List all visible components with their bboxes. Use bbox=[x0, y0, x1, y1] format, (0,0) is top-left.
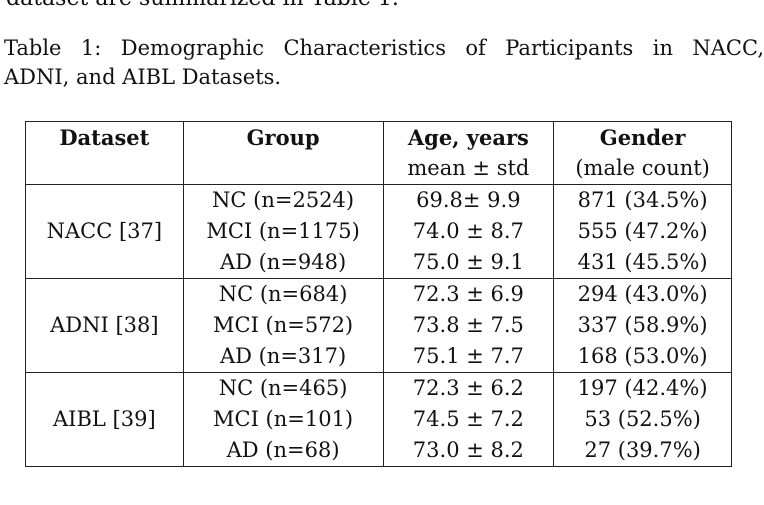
age-cell: 74.0 ± 8.7 bbox=[382, 216, 555, 247]
header-row: Dataset Group Age, years Gender bbox=[25, 121, 732, 153]
gender-cell: 197 (42.4%) bbox=[553, 372, 732, 404]
age-cell: 73.8 ± 7.5 bbox=[382, 310, 555, 341]
gender-cell: 53 (52.5%) bbox=[553, 404, 732, 435]
age-cell: 72.3 ± 6.9 bbox=[382, 278, 555, 310]
age-cell: 69.8± 9.9 bbox=[382, 184, 555, 216]
group-cell: AD (n=317) bbox=[182, 341, 384, 373]
group-cell: NC (n=684) bbox=[182, 278, 384, 310]
gender-cell: 168 (53.0%) bbox=[553, 341, 732, 373]
age-cell: 72.3 ± 6.2 bbox=[382, 372, 555, 404]
dataset-name: AIBL [39] bbox=[25, 372, 184, 467]
table-row: AD (n=317) 75.1 ± 7.7 168 (53.0%) bbox=[26, 341, 732, 373]
gender-cell: 431 (45.5%) bbox=[553, 247, 732, 279]
table-row: AD (n=948) 75.0 ± 9.1 431 (45.5%) bbox=[26, 247, 732, 279]
demographics-table: Dataset Group Age, years Gender mean ± s… bbox=[25, 121, 732, 467]
subheader-gender: (male count) bbox=[553, 153, 732, 185]
group-cell: AD (n=948) bbox=[182, 247, 384, 279]
subheader-row: mean ± std (male count) bbox=[25, 153, 732, 185]
subheader-group-empty bbox=[182, 153, 384, 185]
preceding-text: dataset are summarized in Table 1. bbox=[6, 0, 399, 11]
group-cell: NC (n=465) bbox=[182, 372, 384, 404]
header-group: Group bbox=[182, 121, 384, 153]
group-cell: MCI (n=1175) bbox=[182, 216, 384, 247]
table-row: AIBL [39] NC (n=465) 72.3 ± 6.2 197 (42.… bbox=[25, 372, 732, 467]
group-cell: AD (n=68) bbox=[182, 435, 384, 467]
subheader-age: mean ± std bbox=[382, 153, 555, 185]
table-row: MCI (n=572) 73.8 ± 7.5 337 (58.9%) bbox=[26, 310, 732, 341]
age-cell: 74.5 ± 7.2 bbox=[382, 404, 555, 435]
dataset-name: NACC [37] bbox=[25, 184, 184, 279]
dataset-name: ADNI [38] bbox=[25, 278, 184, 373]
header-gender: Gender bbox=[553, 121, 732, 153]
header-age: Age, years bbox=[382, 121, 555, 153]
subheader-dataset-empty bbox=[25, 153, 184, 185]
gender-cell: 337 (58.9%) bbox=[553, 310, 732, 341]
table-row: ADNI [38] NC (n=684) 72.3 ± 6.9 294 (43.… bbox=[25, 278, 732, 373]
caption-line-2: ADNI, and AIBL Datasets. bbox=[4, 65, 282, 89]
age-cell: 73.0 ± 8.2 bbox=[382, 435, 555, 467]
gender-cell: 871 (34.5%) bbox=[553, 184, 732, 216]
caption-line-1: Table 1: Demographic Characteristics of … bbox=[4, 36, 764, 60]
group-cell: MCI (n=572) bbox=[182, 310, 384, 341]
group-cell: MCI (n=101) bbox=[182, 404, 384, 435]
gender-cell: 27 (39.7%) bbox=[553, 435, 732, 467]
table-row: MCI (n=101) 74.5 ± 7.2 53 (52.5%) bbox=[26, 404, 732, 435]
table-row: AD (n=68) 73.0 ± 8.2 27 (39.7%) bbox=[26, 435, 732, 467]
header-dataset: Dataset bbox=[25, 121, 184, 153]
age-cell: 75.1 ± 7.7 bbox=[382, 341, 555, 373]
gender-cell: 555 (47.2%) bbox=[553, 216, 732, 247]
table-caption: Table 1: Demographic Characteristics of … bbox=[4, 34, 764, 92]
gender-cell: 294 (43.0%) bbox=[553, 278, 732, 310]
table-row: NACC [37] NC (n=2524) 69.8± 9.9 871 (34.… bbox=[25, 184, 732, 279]
group-cell: NC (n=2524) bbox=[182, 184, 384, 216]
table-row: MCI (n=1175) 74.0 ± 8.7 555 (47.2%) bbox=[26, 216, 732, 247]
age-cell: 75.0 ± 9.1 bbox=[382, 247, 555, 279]
